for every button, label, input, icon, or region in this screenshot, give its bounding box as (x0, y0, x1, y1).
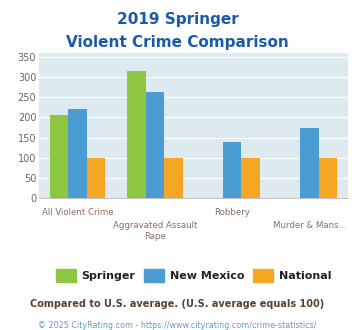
Bar (127, 71, 146, 198)
Text: Murder & Mans...: Murder & Mans... (273, 221, 346, 230)
Text: Robbery: Robbery (214, 208, 250, 217)
Bar (87, 158, 105, 198)
Bar (50, 115, 69, 198)
Text: Compared to U.S. average. (U.S. average equals 100): Compared to U.S. average. (U.S. average … (31, 299, 324, 309)
Bar (223, 142, 241, 198)
Bar (300, 128, 318, 198)
Bar (146, 92, 164, 198)
Text: 2019 Springer: 2019 Springer (117, 12, 238, 26)
Text: © 2025 CityRating.com - https://www.cityrating.com/crime-statistics/: © 2025 CityRating.com - https://www.city… (38, 321, 317, 330)
Text: Aggravated Assault
Rape: Aggravated Assault Rape (113, 221, 197, 241)
Text: Violent Crime Comparison: Violent Crime Comparison (66, 35, 289, 50)
Bar (241, 158, 260, 198)
Legend: Springer, New Mexico, National: Springer, New Mexico, National (51, 265, 335, 286)
Bar (164, 158, 183, 198)
Text: All Violent Crime: All Violent Crime (42, 208, 114, 217)
Bar (69, 109, 87, 198)
Bar (318, 158, 337, 198)
